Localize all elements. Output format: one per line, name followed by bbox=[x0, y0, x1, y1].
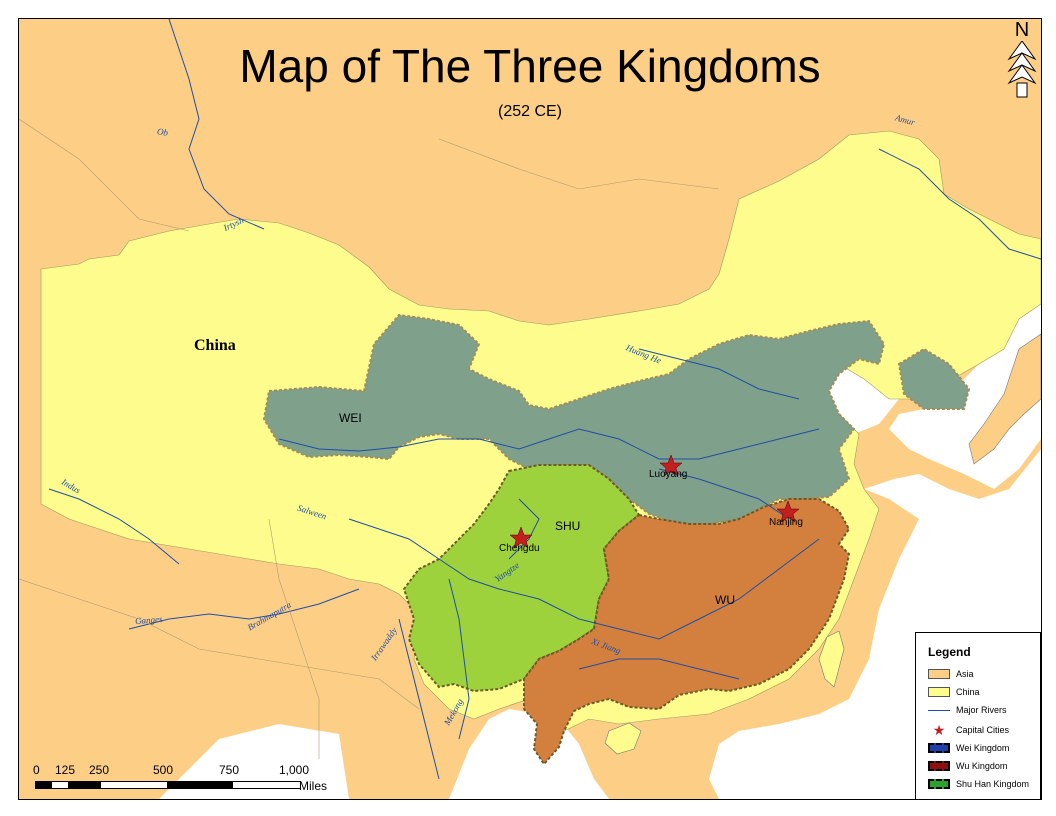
legend-item-rivers: Major Rivers bbox=[928, 703, 1007, 717]
china-label: China bbox=[194, 337, 236, 354]
map-canvas bbox=[19, 19, 1041, 799]
map-subtitle: (252 CE) bbox=[497, 103, 563, 120]
city-label-chengdu: Chengdu bbox=[499, 543, 540, 554]
legend-item-shu: Shu Han Kingdom bbox=[928, 777, 1029, 791]
legend-item-china: China bbox=[928, 685, 980, 699]
legend-item-wu: Wu Kingdom bbox=[928, 759, 1007, 773]
capital-star-chengdu bbox=[509, 526, 533, 549]
legend-swatch-china bbox=[928, 687, 950, 697]
north-arrow: N bbox=[1005, 19, 1039, 103]
wei-label: WEI bbox=[339, 411, 362, 425]
capital-markers bbox=[509, 454, 800, 549]
shu-label: SHU bbox=[555, 519, 581, 533]
city-label-nanjing: Nanjing bbox=[769, 517, 803, 528]
scale-tick: 750 bbox=[219, 763, 240, 777]
sea-south bbox=[159, 709, 609, 799]
legend-label: China bbox=[956, 687, 980, 697]
capital-star-nanjing bbox=[776, 500, 800, 523]
scale-tick: 0 bbox=[33, 763, 40, 777]
taiwan bbox=[818, 630, 845, 688]
scale-unit: Miles bbox=[299, 779, 328, 793]
legend-label: Major Rivers bbox=[956, 705, 1007, 715]
capital-star-luoyang bbox=[659, 454, 683, 477]
legend-swatch-wu bbox=[928, 761, 950, 771]
map-frame: Map of The Three Kingdoms (252 CE) China… bbox=[18, 18, 1042, 800]
legend-label: Wei Kingdom bbox=[956, 743, 1010, 753]
legend-swatch-asia bbox=[928, 669, 950, 679]
scale-tick: 500 bbox=[153, 763, 174, 777]
city-label-luoyang: Luoyang bbox=[649, 469, 688, 480]
wei-region bbox=[262, 313, 971, 525]
legend-item-asia: Asia bbox=[928, 667, 974, 681]
scale-tick: 250 bbox=[89, 763, 110, 777]
river-lines bbox=[48, 19, 1041, 780]
legend-label: Wu Kingdom bbox=[956, 761, 1008, 771]
hainan bbox=[604, 722, 642, 755]
legend-label: Shu Han Kingdom bbox=[956, 779, 1030, 789]
map-title: Map of The Three Kingdoms bbox=[239, 40, 821, 92]
legend-box: Legend Asia China Major Rivers ★ Capital… bbox=[915, 632, 1041, 799]
legend-swatch-river bbox=[928, 709, 950, 711]
legend-item-capitals: ★ Capital Cities bbox=[928, 721, 1010, 738]
scale-tick: 125 bbox=[55, 763, 76, 777]
legend-item-wei: Wei Kingdom bbox=[928, 741, 1009, 755]
river-label-ob: Ob bbox=[156, 126, 169, 138]
north-letter: N bbox=[1014, 19, 1030, 41]
scale-bar-segments bbox=[35, 781, 301, 789]
legend-swatch-shu bbox=[928, 779, 950, 789]
legend-heading: Legend bbox=[928, 645, 971, 659]
legend-label: Capital Cities bbox=[956, 725, 1010, 735]
scale-tick: 1,000 bbox=[279, 763, 310, 777]
wu-region bbox=[523, 498, 851, 766]
scale-bar: 0 125 250 500 750 1,000 Miles bbox=[33, 763, 353, 799]
legend-label: Asia bbox=[956, 669, 974, 679]
star-icon: ★ bbox=[932, 721, 946, 738]
legend-swatch-wei bbox=[928, 743, 950, 753]
japan bbox=[968, 333, 1041, 465]
compass-rose-icon bbox=[1007, 41, 1037, 98]
wu-label: WU bbox=[715, 593, 735, 607]
border-lines bbox=[19, 118, 720, 759]
